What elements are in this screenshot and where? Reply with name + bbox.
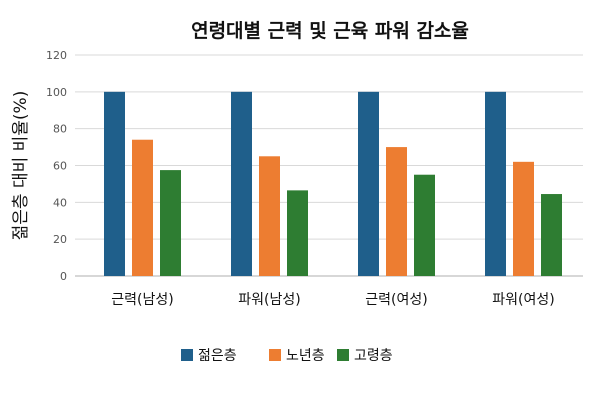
chart-title: 연령대별 근력 및 근육 파워 감소율 [191,20,469,42]
y-tick-label-100: 100 [46,86,67,99]
y-tick-label-60: 60 [53,160,67,173]
y-tick-label-20: 20 [53,233,67,246]
legend-swatch-젊은층 [181,349,193,361]
legend-swatch-노년층 [269,349,281,361]
y-tick-label-0: 0 [60,270,67,283]
bar-젊은층-근력여성 [358,91,379,276]
y-tick-label-80: 80 [53,123,67,136]
legend-swatch-고령층 [337,349,349,361]
bar-고령층-파워여성 [541,194,562,276]
bar-노년층-파워남성 [259,156,280,276]
legend-label-고령층: 고령층 [354,348,393,364]
x-tick-label-파워남성: 파워(남성) [238,292,300,308]
legend: 젊은층 노년층 고령층 [181,348,393,364]
bar-젊은층-근력남성 [104,91,125,276]
legend-label-젊은층: 젊은층 [198,348,237,364]
bar-젊은층-파워남성 [231,91,252,276]
y-axis-label: 젊은층 대비 비율(%) [11,91,31,241]
x-tick-label-근력여성: 근력(여성) [365,292,427,308]
bar-젊은층-파워여성 [485,91,506,276]
bar-노년층-파워여성 [513,161,534,276]
y-tick-label-40: 40 [53,196,67,209]
legend-label-노년층: 노년층 [286,348,325,364]
bar-노년층-근력남성 [132,139,153,276]
x-tick-label-근력남성: 근력(남성) [111,292,173,308]
x-tick-label-파워여성: 파워(여성) [492,292,554,308]
bar-고령층-근력남성 [160,170,181,276]
y-tick-label-120: 120 [46,49,67,62]
bar-고령층-파워남성 [287,190,308,276]
y-axis-ticks: 0 20 40 60 80 100 120 [46,49,67,283]
bar-series [104,91,562,276]
bar-고령층-근력여성 [414,174,435,276]
bar-노년층-근력여성 [386,147,407,276]
x-axis-ticks: 근력(남성) 파워(남성) 근력(여성) 파워(여성) [111,292,554,308]
